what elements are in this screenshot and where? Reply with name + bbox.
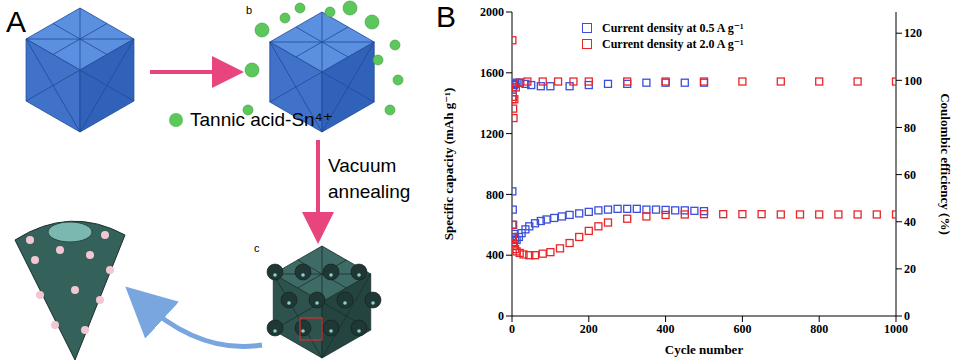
html-text:Current density at 0.5 A g⁻¹: Current density at 0.5 A g⁻¹	[602, 20, 744, 35]
svg-text:Vacuumannealing: Vacuumannealing	[328, 155, 410, 202]
svg-text:800: 800	[810, 322, 828, 336]
svg-text:Specific capacity (mAh g⁻¹): Specific capacity (mAh g⁻¹)	[441, 88, 456, 241]
svg-text:80: 80	[904, 121, 916, 135]
svg-text:800: 800	[486, 188, 504, 202]
svg-text:2000: 2000	[480, 5, 504, 19]
svg-text:400: 400	[486, 248, 504, 262]
svg-text:Cycle number: Cycle number	[665, 342, 744, 357]
svg-text:b: b	[246, 4, 252, 16]
svg-text:0: 0	[498, 309, 504, 323]
svg-text:1600: 1600	[480, 66, 504, 80]
svg-text:100: 100	[904, 74, 922, 88]
svg-text:A: A	[6, 5, 26, 38]
svg-text:600: 600	[733, 322, 751, 336]
svg-text:120: 120	[904, 26, 922, 40]
svg-text:40: 40	[904, 215, 916, 229]
svg-text:20: 20	[904, 262, 916, 276]
svg-text:Tannic acid-Sn⁴⁺: Tannic acid-Sn⁴⁺	[190, 109, 333, 130]
html-text:Current density at 2.0 A g⁻¹: Current density at 2.0 A g⁻¹	[602, 36, 744, 51]
svg-text:60: 60	[904, 168, 916, 182]
svg-text:c: c	[254, 242, 260, 254]
svg-text:1000: 1000	[884, 322, 908, 336]
svg-text:400: 400	[657, 322, 675, 336]
html-text:B: B	[436, 0, 456, 33]
svg-text:1200: 1200	[480, 127, 504, 141]
svg-text:0: 0	[509, 322, 515, 336]
svg-text:200: 200	[580, 322, 598, 336]
svg-text:Coulombic efficiency (%): Coulombic efficiency (%)	[938, 93, 953, 235]
svg-text:0: 0	[904, 309, 910, 323]
